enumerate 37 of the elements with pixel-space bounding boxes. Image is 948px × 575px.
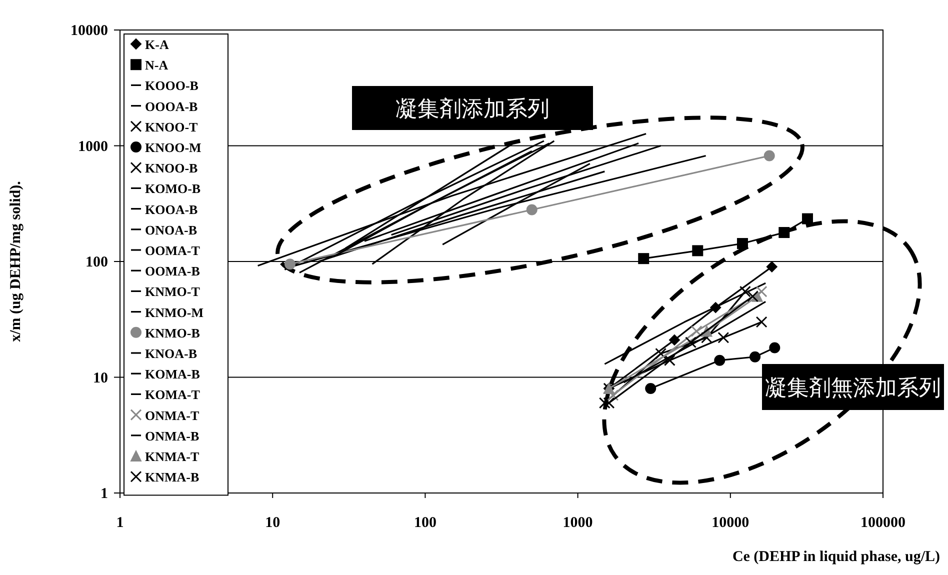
- legend-label: KNOO-T: [145, 119, 198, 134]
- legend-label: N-A: [145, 58, 169, 73]
- x-axis-title: Ce (DEHP in liquid phase, ug/L): [732, 549, 940, 565]
- legend-label: KNMO-T: [145, 284, 200, 300]
- legend-label: KNMA-T: [145, 449, 200, 464]
- legend-label: OOMA-B: [145, 264, 200, 279]
- legend-label: KOMA-B: [145, 366, 200, 382]
- legend-label: KNOO-M: [145, 140, 202, 155]
- x-tick-label: 1000: [562, 515, 593, 531]
- legend-label: KNMO-B: [145, 325, 200, 340]
- legend-label: OOOA-B: [145, 98, 198, 114]
- legend-label: KNMO-M: [145, 304, 204, 320]
- x-tick-label: 1: [116, 515, 124, 531]
- y-tick-label: 1000: [78, 138, 108, 155]
- y-tick-label: 10000: [70, 23, 108, 39]
- y-tick-label: 100: [86, 254, 108, 270]
- y-tick-label: 10: [93, 370, 108, 386]
- legend-label: OOMA-T: [145, 243, 200, 258]
- x-tick-label: 100000: [860, 515, 906, 531]
- legend-label: KOMO-B: [145, 181, 201, 196]
- x-tick-label: 100: [414, 515, 436, 531]
- x-tick-label: 10: [265, 515, 280, 531]
- legend-label: KNMA-B: [145, 470, 200, 485]
- legend-label: K-A: [145, 37, 170, 52]
- annotation: 凝集剤添加系列: [396, 97, 550, 122]
- y-tick-label: 1: [100, 486, 108, 502]
- legend-label: KOOO-B: [145, 78, 199, 94]
- legend-label: ONMA-T: [145, 408, 200, 423]
- annotation: 凝集剤無添加系列: [765, 376, 941, 401]
- legend-label: KNOO-B: [145, 160, 198, 176]
- x-tick-label: 10000: [712, 515, 750, 531]
- legend-label: ONMA-B: [145, 428, 200, 444]
- legend-label: KNOA-B: [145, 346, 198, 361]
- y-axis-title: x/m (ug DEHP/mg solid).: [8, 180, 24, 342]
- legend-label: KOMA-T: [145, 387, 200, 402]
- legend-label: KOOA-B: [145, 202, 198, 217]
- legend-label: ONOA-B: [145, 222, 198, 238]
